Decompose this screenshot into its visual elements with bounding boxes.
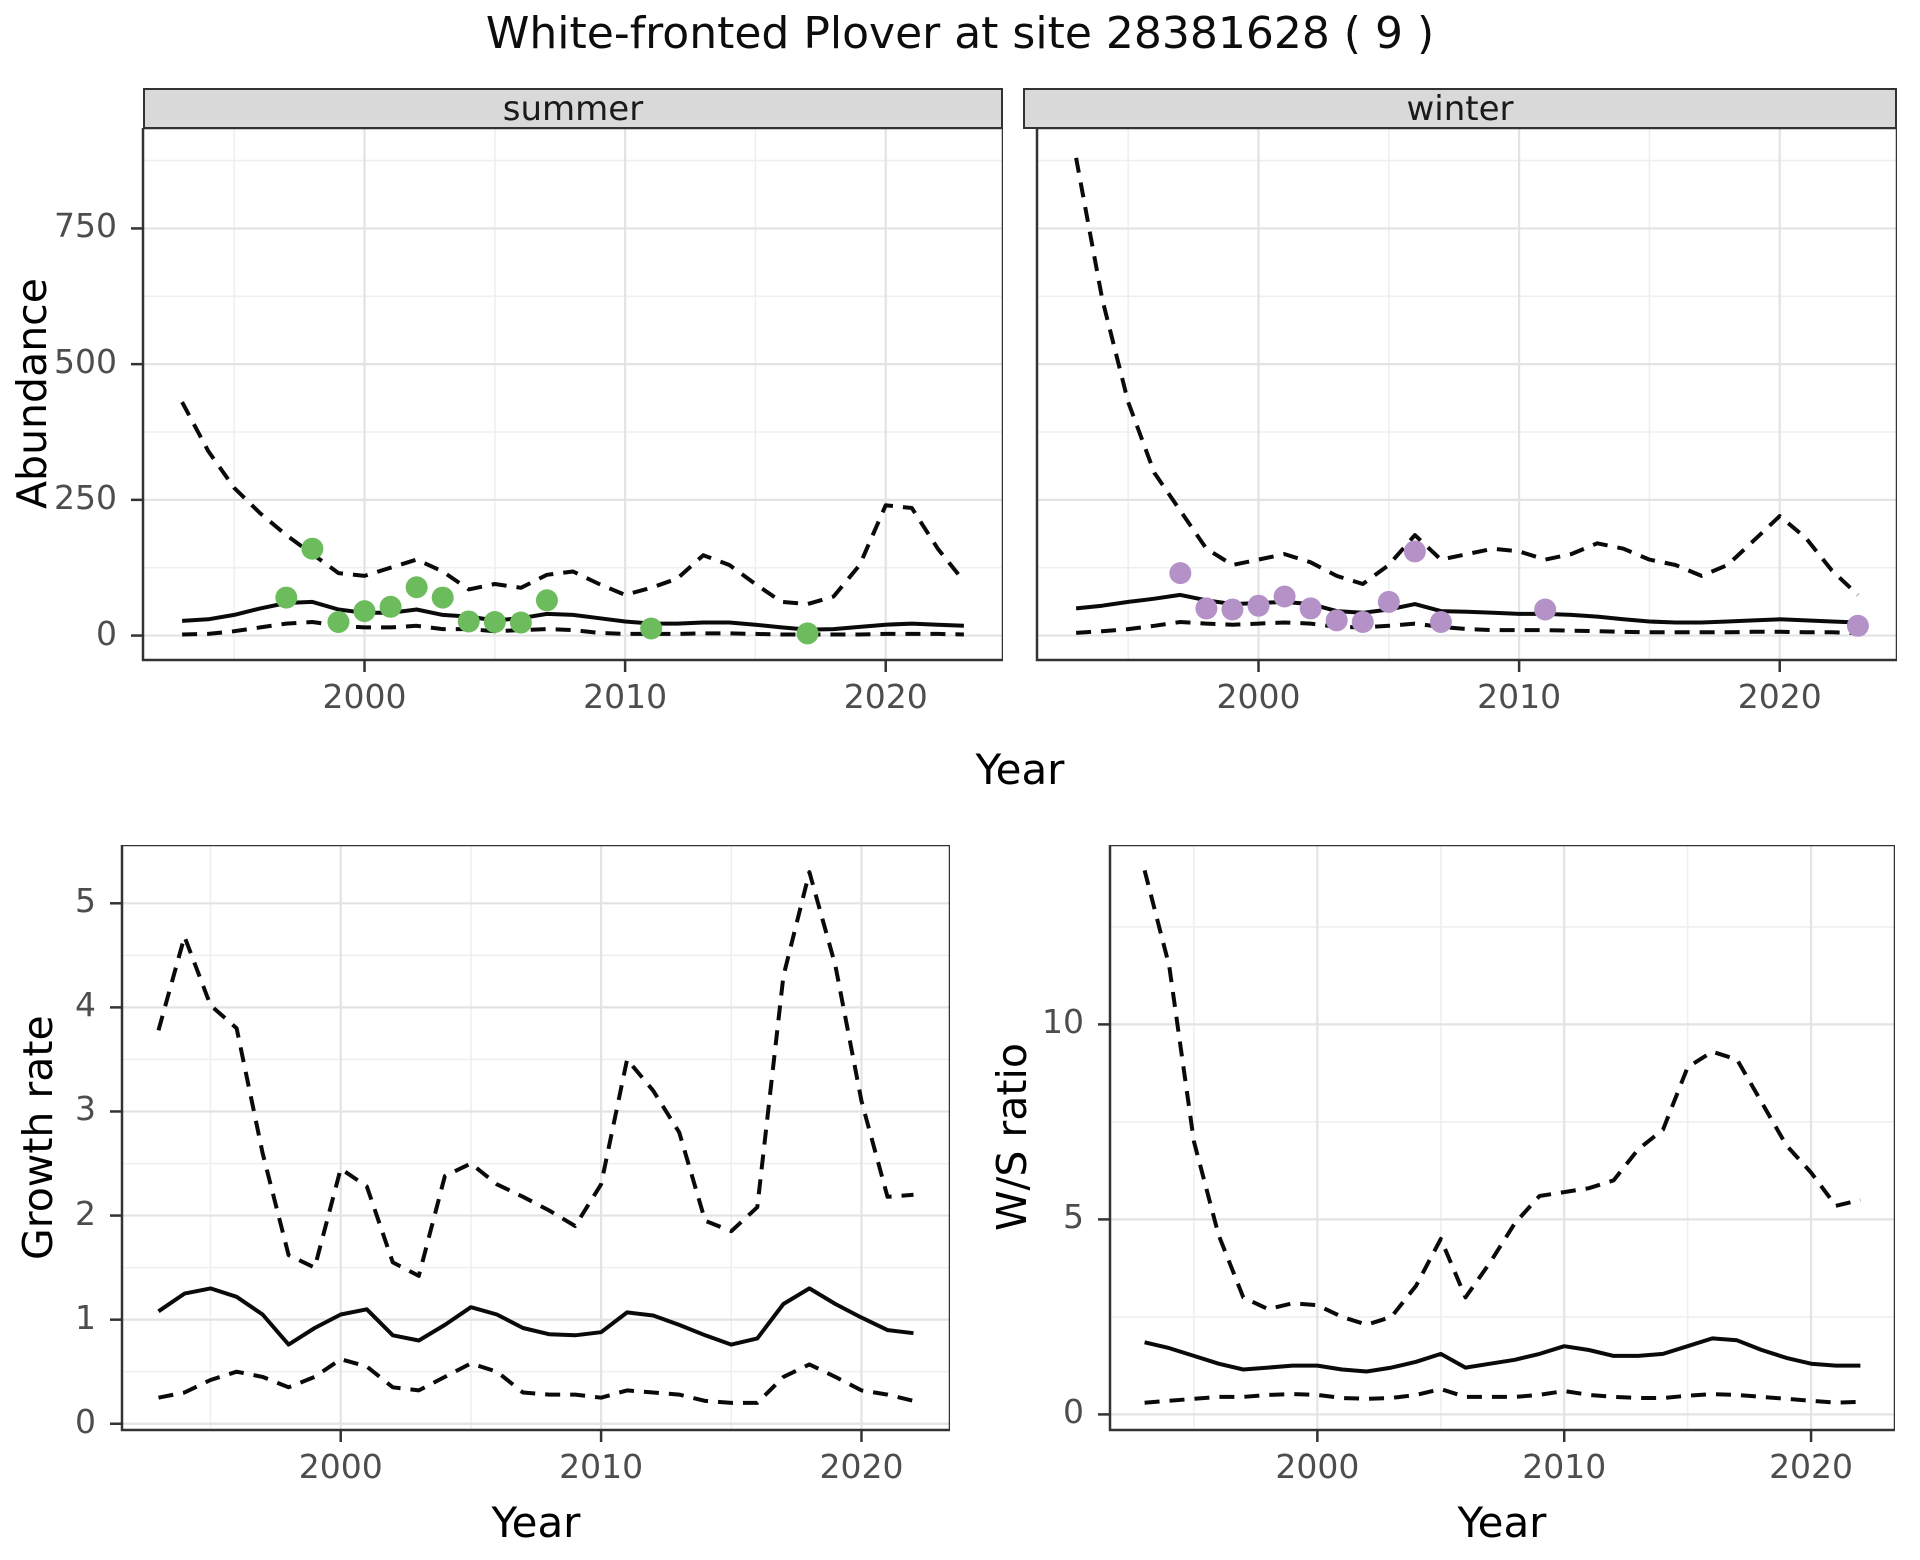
- year-x-axis-label-top: Year: [975, 745, 1065, 794]
- tick-label: 4: [75, 985, 96, 1025]
- tick-label: 3: [75, 1089, 96, 1129]
- tick-label: 2: [75, 1193, 96, 1233]
- tick-label: 2020: [843, 677, 928, 716]
- tick-label: 5: [1063, 1197, 1084, 1237]
- tick-label: 0: [96, 613, 117, 653]
- abundance-summer-panel: [131, 128, 1003, 672]
- tick-label: 0: [1063, 1392, 1084, 1432]
- tick-label: 2000: [1275, 1447, 1360, 1486]
- ws-ratio-panel: [1098, 845, 1895, 1442]
- tick-label: 500: [54, 342, 117, 382]
- growth-rate-y-axis-label: Growth rate: [14, 1015, 62, 1260]
- page-title: White-fronted Plover at site 28381628 ( …: [485, 8, 1435, 59]
- abundance-winter-panel: [1035, 128, 1897, 672]
- tick-label: 10: [1042, 1002, 1084, 1042]
- tick-label: 0: [75, 1401, 96, 1441]
- tick-label: 2010: [583, 677, 668, 716]
- tick-label: 2020: [1737, 677, 1822, 716]
- year-x-axis-label-ws: Year: [1457, 1498, 1547, 1547]
- tick-label: 2010: [1477, 677, 1562, 716]
- tick-label: 2020: [1769, 1447, 1854, 1486]
- tick-label: 250: [54, 477, 117, 517]
- tick-label: 2000: [298, 1447, 383, 1486]
- facet-strip-winter: winter: [1023, 88, 1897, 129]
- growth-rate-panel: [110, 845, 950, 1442]
- tick-label: 2010: [1522, 1447, 1607, 1486]
- tick-label: 2000: [322, 677, 407, 716]
- year-x-axis-label-growth: Year: [491, 1498, 581, 1547]
- tick-label: 2020: [819, 1447, 904, 1486]
- tick-label: 1: [75, 1297, 96, 1337]
- tick-label: 5: [75, 881, 96, 921]
- facet-strip-summer: summer: [143, 88, 1003, 129]
- ws-ratio-y-axis-label: W/S ratio: [988, 1043, 1036, 1232]
- tick-label: 2010: [559, 1447, 644, 1486]
- tick-label: 2000: [1216, 677, 1301, 716]
- tick-label: 750: [54, 206, 117, 246]
